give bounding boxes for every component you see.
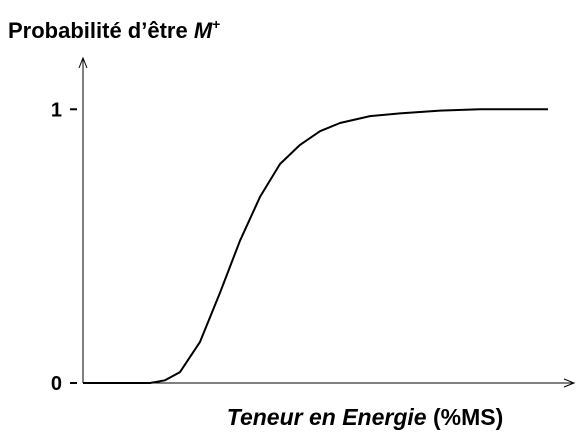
chart-title: Probabilité d’être M+ [8,16,220,43]
x-label-italic: Teneur en Energie [227,404,427,430]
title-text: Probabilité d’être [8,18,194,43]
x-arrow [563,378,576,388]
title-sup: + [212,16,220,32]
y-arrow [78,56,88,69]
x-axis-label: Teneur en Energie (%MS) [227,404,503,430]
y-tick-label: 0 [51,373,62,395]
y-tick-label: 1 [51,99,62,121]
title-italic: M [194,18,213,43]
x-label-text: (%MS) [427,404,504,430]
curve [83,108,548,384]
